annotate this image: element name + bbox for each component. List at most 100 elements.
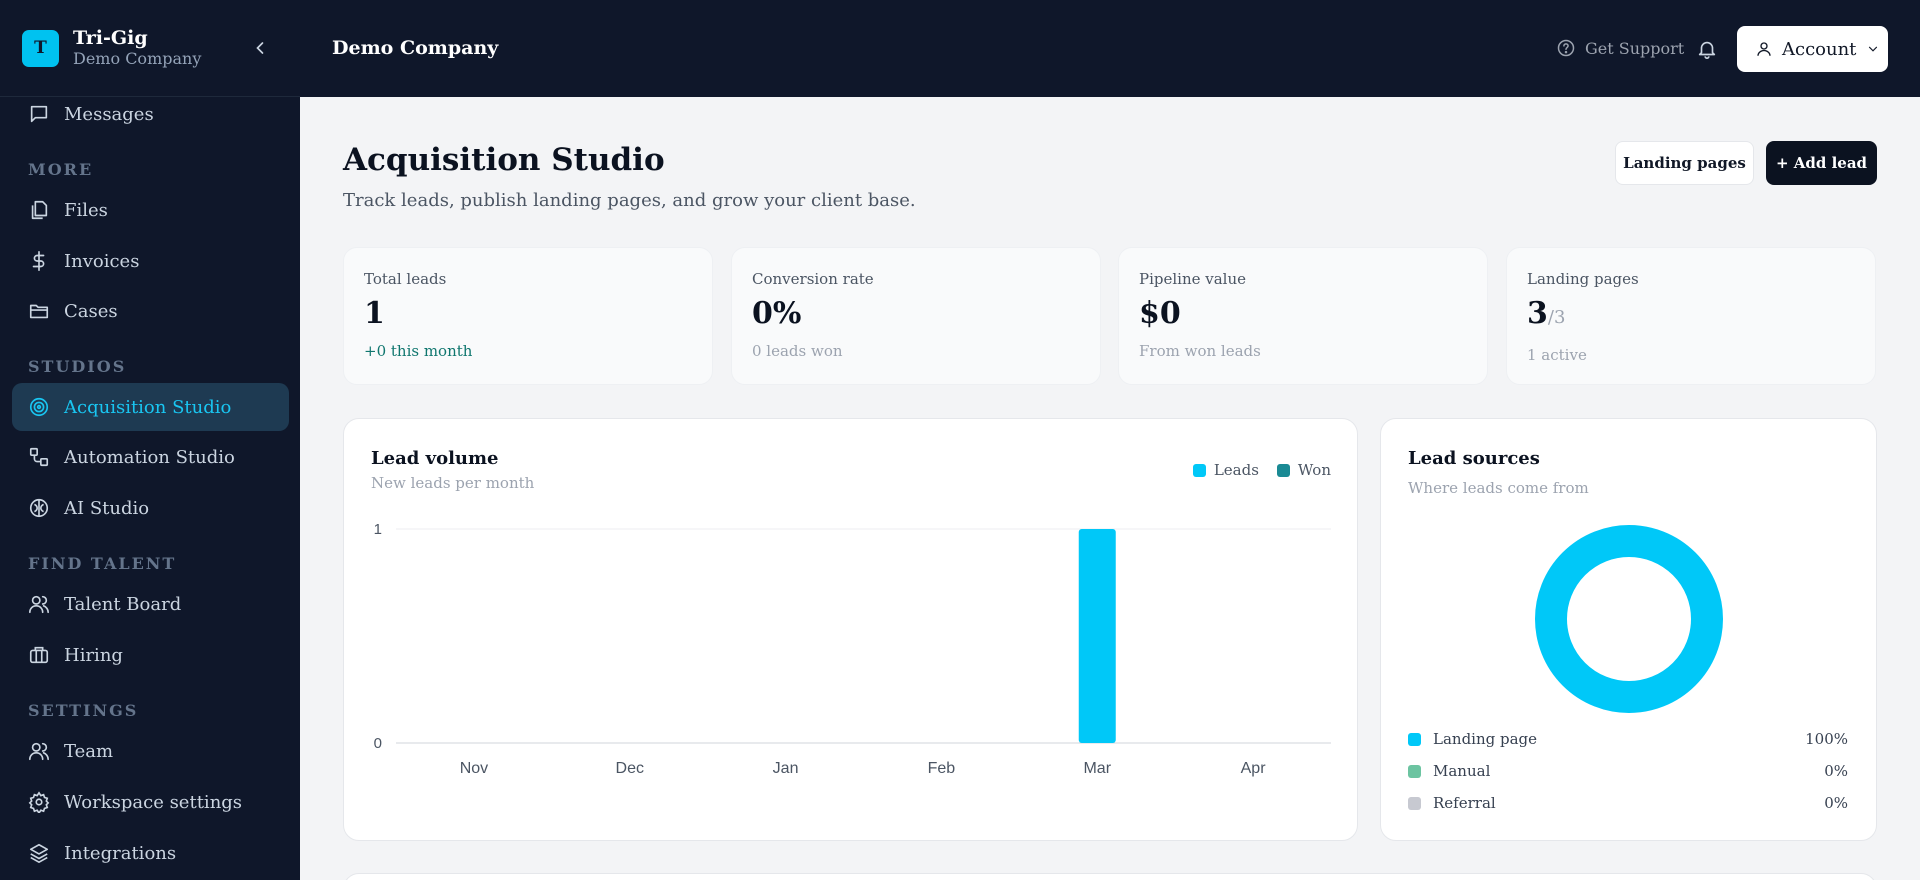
- sidebar-item-integrations[interactable]: Integrations: [12, 829, 289, 877]
- source-row-landing-page: Landing page 100%: [1408, 730, 1848, 748]
- legend-label: Leads: [1213, 461, 1259, 479]
- lead-volume-chart: 0 1 Nov Dec Jan Feb Mar Apr: [374, 521, 1331, 777]
- get-support-link[interactable]: Get Support: [1556, 38, 1684, 58]
- source-name: Manual: [1433, 762, 1491, 780]
- sidebar-item-invoices[interactable]: Invoices: [12, 237, 289, 285]
- source-name: Referral: [1433, 794, 1496, 812]
- sidebar-item-label: Workspace settings: [64, 791, 243, 813]
- lead-volume-card: Lead volume New leads per month Leads Wo…: [343, 418, 1358, 841]
- help-circle-icon: [1557, 39, 1575, 57]
- sidebar-item-label: Automation Studio: [64, 446, 235, 468]
- dollar-icon: [32, 251, 45, 271]
- source-swatch: [1408, 732, 1421, 746]
- chevron-down-icon: [1869, 46, 1878, 52]
- brand-logo[interactable]: T: [22, 29, 59, 67]
- x-tick-label: Apr: [1241, 760, 1267, 777]
- lead-sources-subtitle: Where leads come from: [1408, 479, 1589, 497]
- section-find-talent: FIND TALENT: [28, 554, 177, 573]
- stat-value: $0: [1139, 296, 1181, 331]
- stat-total-leads: Total leads 1 +0 this month: [343, 247, 713, 385]
- header-title: Demo Company: [332, 37, 499, 59]
- donut-slice-landing-page: [1535, 525, 1723, 713]
- files-icon: [31, 200, 48, 220]
- lead-sources-donut: [1535, 525, 1723, 713]
- sidebar-item-label: Cases: [64, 300, 118, 322]
- brand-text: Tri-Gig Demo Company: [73, 27, 201, 69]
- stat-foot: From won leads: [1139, 342, 1261, 360]
- next-section-card: [343, 873, 1877, 880]
- x-tick-label: Feb: [928, 760, 956, 777]
- message-icon: [30, 105, 48, 123]
- stat-pipeline-value: Pipeline value $0 From won leads: [1118, 247, 1488, 385]
- legend-item-leads: Leads: [1192, 461, 1259, 479]
- stat-landing-pages: Landing pages 3/3 1 active: [1506, 247, 1876, 385]
- sidebar-item-ai-studio[interactable]: AI Studio: [12, 484, 289, 532]
- add-lead-button[interactable]: + Add lead: [1766, 141, 1877, 185]
- sidebar-item-team[interactable]: Team: [12, 727, 289, 775]
- brand-company: Demo Company: [73, 49, 202, 68]
- legend-swatch: [1192, 463, 1206, 477]
- source-pct: 0%: [1824, 762, 1848, 780]
- stat-foot: 0 leads won: [752, 342, 843, 360]
- landing-pages-button[interactable]: Landing pages: [1615, 141, 1754, 185]
- source-row-manual: Manual 0%: [1408, 762, 1848, 780]
- section-settings: SETTINGS: [28, 701, 139, 720]
- source-swatch: [1408, 796, 1421, 810]
- source-swatch: [1408, 764, 1421, 778]
- stat-value-denominator: /3: [1547, 307, 1566, 328]
- source-row-referral: Referral 0%: [1408, 794, 1848, 812]
- account-label: Account: [1782, 38, 1857, 60]
- gear-icon: [28, 791, 50, 813]
- lead-volume-subtitle: New leads per month: [371, 474, 535, 492]
- stat-label: Landing pages: [1527, 270, 1639, 288]
- stat-conversion-rate: Conversion rate 0% 0 leads won: [731, 247, 1101, 385]
- sidebar-item-label: Hiring: [64, 644, 123, 666]
- users-icon: [29, 595, 49, 614]
- bell-icon[interactable]: [1696, 38, 1718, 60]
- sidebar-item-workspace-settings[interactable]: Workspace settings: [12, 778, 289, 826]
- lead-sources-card: Lead sources Where leads come from Landi…: [1380, 418, 1877, 841]
- sidebar-item-label: Talent Board: [64, 593, 182, 615]
- sidebar-item-talent-board[interactable]: Talent Board: [12, 580, 289, 628]
- section-more: MORE: [28, 160, 94, 179]
- sidebar-item-cases[interactable]: Cases: [12, 287, 289, 335]
- y-tick-label: 1: [374, 521, 382, 538]
- brand-name: Tri-Gig: [73, 27, 148, 49]
- sidebar-item-label: Files: [64, 199, 108, 221]
- sidebar-item-label: Acquisition Studio: [64, 396, 232, 418]
- stat-value-number: 3: [1527, 296, 1548, 331]
- stat-value: 0%: [752, 296, 802, 331]
- sidebar-item-label: AI Studio: [64, 497, 150, 519]
- bar-leads-mar: [1078, 529, 1116, 743]
- source-pct: 0%: [1824, 794, 1848, 812]
- lead-sources-title: Lead sources: [1408, 448, 1540, 469]
- x-tick-label: Dec: [616, 760, 644, 777]
- x-tick-label: Nov: [460, 760, 488, 777]
- user-icon: [1757, 42, 1771, 56]
- legend-swatch: [1276, 463, 1290, 477]
- account-menu-button[interactable]: Account: [1737, 26, 1888, 72]
- legend-label: Won: [1297, 461, 1331, 479]
- sidebar: T Tri-Gig Demo Company Messages MORE Fil…: [0, 0, 300, 880]
- stat-foot: 1 active: [1527, 346, 1587, 364]
- y-tick-label: 0: [374, 735, 382, 752]
- stat-label: Conversion rate: [752, 270, 874, 288]
- layers-icon: [29, 843, 49, 863]
- sidebar-item-acquisition-studio[interactable]: Acquisition Studio: [12, 383, 289, 431]
- target-icon: [29, 397, 49, 417]
- lead-volume-title: Lead volume: [371, 448, 499, 469]
- briefcase-icon: [29, 646, 49, 664]
- sidebar-item-messages[interactable]: Messages: [12, 90, 289, 138]
- sidebar-item-files[interactable]: Files: [12, 186, 289, 234]
- get-support-label: Get Support: [1585, 38, 1685, 58]
- source-name: Landing page: [1433, 730, 1538, 748]
- workflow-icon: [29, 447, 49, 467]
- brand-header: T Tri-Gig Demo Company: [0, 0, 300, 97]
- page-subtitle: Track leads, publish landing pages, and …: [343, 190, 916, 211]
- lead-volume-legend: Leads Won: [1175, 461, 1331, 479]
- sidebar-item-hiring[interactable]: Hiring: [12, 631, 289, 679]
- sidebar-item-label: Invoices: [64, 250, 140, 272]
- sidebar-item-automation-studio[interactable]: Automation Studio: [12, 433, 289, 481]
- chevron-left-icon[interactable]: [250, 38, 270, 58]
- page-title: Acquisition Studio: [343, 142, 665, 178]
